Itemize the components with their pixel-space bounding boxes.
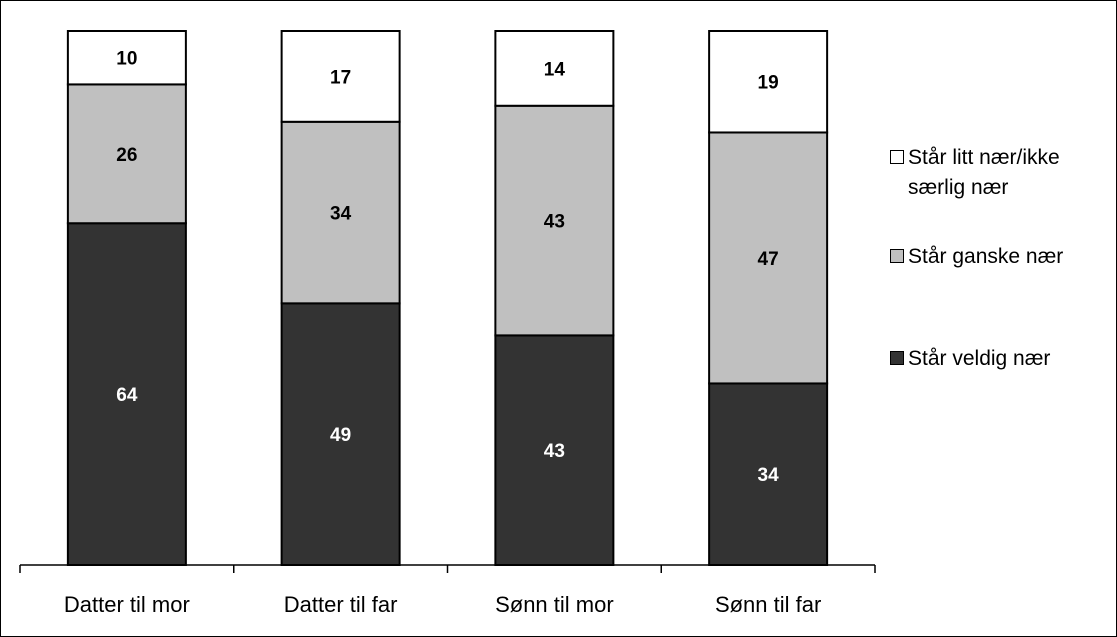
bar-segment-datter-til-far-star-litt-naer-ikke-saerlig-naer [280,30,401,123]
data-label-datter-til-mor-star-ganske-naer: 26 [116,145,137,166]
bar-segment-sonn-til-mor-star-litt-naer-ikke-saerlig-naer [494,30,615,107]
legend-item-veldig-naer: Står veldig nær [890,344,1110,374]
data-label-datter-til-mor-star-veldig-naer: 64 [116,385,138,406]
bar-segment-datter-til-far-star-ganske-naer [280,120,401,305]
legend-swatch-veldig-naer [890,351,904,365]
data-label-datter-til-mor-star-litt-naer-ikke-saerlig-naer: 10 [116,49,137,70]
data-label-sonn-til-mor-star-ganske-naer: 43 [544,212,565,233]
legend-swatch-litt-naer [890,150,904,164]
legend-label-ganske-naer: Står ganske nær [908,245,1064,268]
data-label-sonn-til-far-star-litt-naer-ikke-saerlig-naer: 19 [758,73,779,94]
bar-segment-sonn-til-far-star-veldig-naer [708,382,829,566]
data-label-sonn-til-mor-star-litt-naer-ikke-saerlig-naer: 14 [544,59,566,80]
x-tick-label-datter-til-far: Datter til far [284,592,398,617]
bar-segment-datter-til-mor-star-litt-naer-ikke-saerlig-naer [66,30,187,86]
legend-item-litt-naer: Står litt nær/ikke særlig nær [890,143,1110,203]
legend-item-ganske-naer: Står ganske nær [890,242,1110,272]
bar-segment-datter-til-mor-star-veldig-naer [66,222,187,567]
bar-segment-sonn-til-mor-star-veldig-naer [494,334,615,566]
data-label-datter-til-far-star-ganske-naer: 34 [330,204,352,225]
bar-segment-sonn-til-far-star-ganske-naer [708,131,829,385]
bar-segment-datter-til-far-star-veldig-naer [280,302,401,566]
data-label-sonn-til-mor-star-veldig-naer: 43 [544,441,565,462]
x-tick-label-sonn-til-far: Sønn til far [715,592,821,617]
data-label-datter-til-far-star-veldig-naer: 49 [330,425,351,446]
x-tick-label-datter-til-mor: Datter til mor [64,592,190,617]
bar-segment-sonn-til-mor-star-ganske-naer [494,104,615,337]
legend-label-veldig-naer: Står veldig nær [908,347,1051,370]
x-tick-label-sonn-til-mor: Sønn til mor [495,592,614,617]
data-label-sonn-til-far-star-ganske-naer: 47 [758,249,779,270]
bar-segment-sonn-til-far-star-litt-naer-ikke-saerlig-naer [708,30,829,134]
data-label-datter-til-far-star-litt-naer-ikke-saerlig-naer: 17 [330,67,351,88]
legend-label-litt-naer: Står litt nær/ikke særlig nær [908,146,1060,199]
data-label-sonn-til-far-star-veldig-naer: 34 [758,465,780,486]
legend-swatch-ganske-naer [890,249,904,263]
